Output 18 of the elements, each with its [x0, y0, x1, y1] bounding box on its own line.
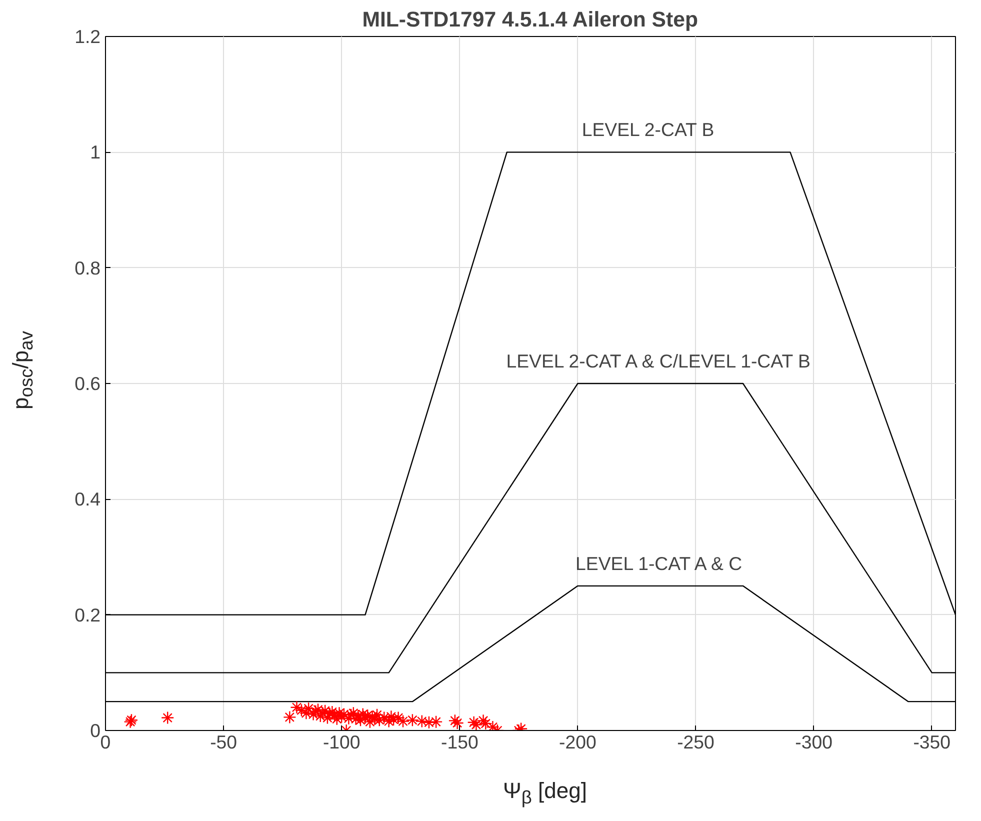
x-tick-label: -200: [559, 732, 596, 752]
annotation: LEVEL 2-CAT A & C/LEVEL 1-CAT B: [506, 350, 810, 372]
chart-title: MIL-STD1797 4.5.1.4 Aileron Step: [362, 8, 698, 32]
y-tick-label: 1: [90, 142, 101, 163]
y-tick-label: 0.8: [74, 257, 101, 278]
x-tick-label: -350: [913, 732, 951, 752]
annotation: LEVEL 2-CAT B: [582, 119, 714, 140]
y-tick-label: 0.2: [74, 604, 101, 626]
y-tick-label: 0.4: [74, 488, 101, 510]
x-tick-label: -50: [210, 732, 238, 752]
x-tick-label: -300: [795, 732, 833, 752]
x-tick-label: -250: [677, 732, 714, 752]
x-tick-label: -150: [440, 732, 478, 752]
x-axis-title: Ψ$_{β}$ [deg]: [502, 777, 588, 810]
y-tick-label: 0.6: [74, 373, 101, 394]
annotation: LEVEL 1-CAT A & C: [576, 552, 742, 574]
y-tick-label: 1.2: [74, 26, 101, 47]
x-tick-label: -100: [322, 732, 360, 752]
